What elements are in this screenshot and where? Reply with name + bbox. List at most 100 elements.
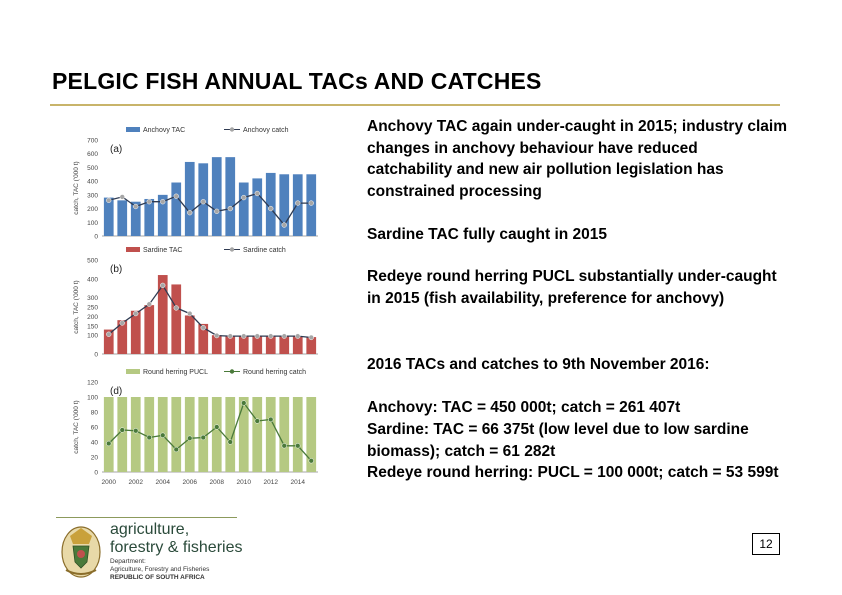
department-text: Department: Agriculture, Forestry and Fi… xyxy=(110,558,250,582)
bar xyxy=(238,336,249,354)
y-tick-label: 300 xyxy=(87,295,98,302)
bar xyxy=(238,182,249,236)
bar xyxy=(117,320,128,354)
data-point xyxy=(214,208,220,214)
bar xyxy=(252,178,263,236)
page-number: 12 xyxy=(752,533,780,555)
data-point xyxy=(200,325,206,331)
bar xyxy=(184,161,195,236)
y-tick-label: 400 xyxy=(87,179,98,186)
bar xyxy=(306,397,317,472)
data-point xyxy=(173,193,179,199)
legend-swatch-bar xyxy=(126,247,140,252)
round-herring-note: Redeye round herring PUCL substantially … xyxy=(367,268,777,307)
data-point xyxy=(173,446,179,453)
bar xyxy=(279,174,290,236)
data-point xyxy=(160,199,166,205)
legend-marker xyxy=(229,127,235,132)
bar xyxy=(157,194,168,236)
x-tick-label: 2008 xyxy=(210,479,225,486)
y-tick-label: 600 xyxy=(87,151,98,158)
y-tick-label: 700 xyxy=(87,138,98,145)
bar xyxy=(265,397,276,472)
bar xyxy=(171,397,182,472)
dept-line-1: Department: xyxy=(110,558,146,565)
series-line xyxy=(108,284,312,339)
data-point xyxy=(200,199,206,205)
panel-label: (d) xyxy=(110,386,122,397)
tac-2016-heading: 2016 TACs and catches to 9th November 20… xyxy=(367,356,710,373)
bar xyxy=(225,397,236,472)
y-tick-label: 200 xyxy=(87,206,98,213)
y-tick-label: 80 xyxy=(91,410,99,417)
data-point xyxy=(187,210,193,216)
series-line xyxy=(108,401,312,462)
x-tick-label: 2014 xyxy=(291,479,306,486)
data-point xyxy=(254,333,260,339)
bar xyxy=(103,397,114,472)
data-point xyxy=(119,194,125,200)
y-tick-label: 0 xyxy=(94,234,98,241)
bar xyxy=(198,323,209,354)
bar xyxy=(184,397,195,472)
data-point xyxy=(241,333,247,339)
legend-marker xyxy=(229,247,235,252)
data-point xyxy=(106,331,112,337)
data-point xyxy=(268,333,274,339)
y-axis-label: catch, TAC ('000 t) xyxy=(73,400,80,453)
panel-label: (a) xyxy=(110,144,122,155)
bar xyxy=(225,157,236,236)
y-tick-label: 40 xyxy=(91,440,99,447)
data-point xyxy=(308,200,314,206)
panel-label: (b) xyxy=(110,264,122,275)
x-tick-label: 2006 xyxy=(183,479,198,486)
data-point xyxy=(254,418,260,424)
data-point xyxy=(281,333,287,339)
y-tick-label: 200 xyxy=(87,314,98,321)
bar xyxy=(144,305,155,354)
data-point xyxy=(241,194,247,201)
bar xyxy=(211,157,222,236)
anchovy-note: Anchovy TAC again under-caught in 2015; … xyxy=(367,118,788,200)
bar xyxy=(292,397,303,472)
brand-line-1: agriculture, xyxy=(110,521,190,538)
x-tick-label: 2002 xyxy=(129,479,144,486)
charts-panel: 0 100 200 300 400 500 600 700 catch, TAC ('000 t… xyxy=(60,118,330,503)
bar xyxy=(117,397,128,472)
data-point xyxy=(214,332,220,339)
bar xyxy=(130,397,141,472)
slide-title: PELGIC FISH ANNUAL TACs AND CATCHES xyxy=(52,68,542,94)
dept-line-2: Agriculture, Forestry and Fisheries xyxy=(110,566,210,573)
y-tick-label: 100 xyxy=(87,333,98,340)
sardine-note: Sardine TAC fully caught in 2015 xyxy=(367,226,608,243)
bar xyxy=(103,329,114,354)
bar xyxy=(238,397,249,472)
x-tick-label: 2004 xyxy=(156,479,171,486)
legend-marker xyxy=(229,369,235,374)
round-herring-2016: Redeye round herring: PUCL = 100 000t; c… xyxy=(367,464,779,481)
data-point xyxy=(160,432,166,438)
data-point xyxy=(241,400,247,406)
y-tick-label: 500 xyxy=(87,258,98,265)
bar xyxy=(252,336,263,354)
bar xyxy=(157,275,168,354)
y-tick-label: 0 xyxy=(94,470,98,477)
x-tick-label: 2010 xyxy=(237,479,252,486)
bar xyxy=(130,201,141,236)
anchovy-2016: Anchovy: TAC = 450 000t; catch = 261 407… xyxy=(367,399,681,416)
y-tick-label: 150 xyxy=(87,323,98,330)
data-point xyxy=(146,434,152,441)
y-tick-label: 0 xyxy=(94,352,98,359)
y-tick-label: 60 xyxy=(91,425,99,432)
y-tick-label: 400 xyxy=(87,276,98,283)
data-point xyxy=(308,458,314,464)
data-point xyxy=(119,427,125,433)
data-point xyxy=(119,320,125,326)
legend-swatch-bar xyxy=(126,127,140,132)
y-tick-label: 300 xyxy=(87,192,98,199)
bar xyxy=(292,336,303,354)
bar xyxy=(103,197,114,236)
bar xyxy=(117,200,128,236)
data-point xyxy=(146,301,152,307)
